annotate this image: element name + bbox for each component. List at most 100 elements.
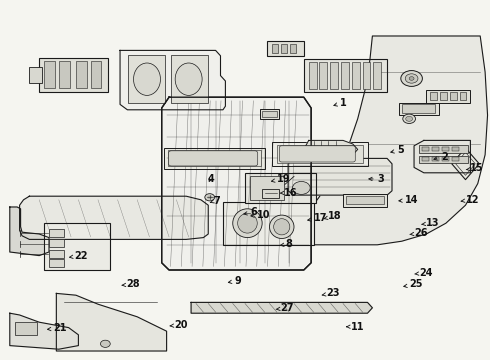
- Ellipse shape: [270, 215, 294, 239]
- Text: 6: 6: [244, 207, 257, 217]
- Text: 20: 20: [170, 320, 188, 330]
- Bar: [442, 157, 449, 161]
- Bar: [59, 61, 70, 88]
- Bar: [164, 148, 265, 169]
- Bar: [277, 145, 363, 163]
- Bar: [346, 196, 384, 204]
- Polygon shape: [452, 148, 479, 180]
- Bar: [452, 147, 459, 151]
- Text: 27: 27: [276, 303, 294, 313]
- Circle shape: [207, 195, 212, 199]
- Text: 23: 23: [322, 288, 340, 298]
- Bar: [49, 250, 64, 258]
- Text: 9: 9: [228, 276, 241, 286]
- Bar: [432, 157, 439, 161]
- Bar: [49, 239, 64, 247]
- Text: 26: 26: [410, 228, 428, 238]
- Bar: [343, 194, 387, 207]
- Bar: [319, 62, 327, 89]
- Ellipse shape: [233, 209, 262, 238]
- Bar: [128, 55, 165, 103]
- Circle shape: [406, 116, 413, 121]
- Polygon shape: [288, 158, 392, 195]
- Bar: [76, 61, 87, 88]
- Text: 10: 10: [251, 210, 270, 220]
- Bar: [39, 58, 108, 92]
- Polygon shape: [20, 196, 208, 239]
- FancyBboxPatch shape: [279, 146, 355, 162]
- Polygon shape: [120, 50, 225, 110]
- Circle shape: [100, 340, 110, 347]
- Bar: [422, 157, 429, 161]
- Polygon shape: [303, 140, 358, 157]
- Bar: [262, 111, 277, 117]
- Bar: [430, 92, 437, 100]
- Bar: [29, 67, 42, 83]
- Ellipse shape: [175, 63, 202, 95]
- Bar: [272, 44, 278, 53]
- Ellipse shape: [238, 213, 257, 233]
- Bar: [373, 62, 381, 89]
- Bar: [341, 62, 349, 89]
- Text: 21: 21: [48, 323, 67, 333]
- Circle shape: [403, 114, 416, 123]
- Text: 8: 8: [280, 239, 292, 249]
- Polygon shape: [10, 313, 78, 349]
- Bar: [363, 62, 370, 89]
- Bar: [460, 92, 466, 100]
- Text: 2: 2: [434, 152, 448, 162]
- Text: 4: 4: [207, 174, 214, 184]
- Ellipse shape: [273, 219, 290, 235]
- Bar: [440, 92, 447, 100]
- Bar: [402, 104, 435, 113]
- Text: 13: 13: [422, 218, 440, 228]
- Text: 18: 18: [324, 211, 342, 221]
- Bar: [442, 147, 449, 151]
- Polygon shape: [414, 140, 470, 173]
- Text: 28: 28: [122, 279, 140, 289]
- FancyBboxPatch shape: [169, 151, 258, 166]
- Bar: [223, 202, 314, 245]
- Text: 12: 12: [461, 195, 479, 205]
- Text: 11: 11: [346, 321, 365, 332]
- Bar: [352, 62, 360, 89]
- Polygon shape: [284, 36, 488, 245]
- Polygon shape: [56, 293, 167, 351]
- Bar: [49, 259, 64, 267]
- Bar: [452, 157, 459, 161]
- Text: 24: 24: [415, 268, 433, 278]
- Circle shape: [293, 181, 310, 194]
- Bar: [15, 322, 37, 335]
- Text: 19: 19: [271, 174, 291, 184]
- Bar: [267, 41, 304, 56]
- Bar: [250, 176, 284, 200]
- Bar: [91, 61, 101, 88]
- Circle shape: [205, 194, 215, 201]
- Bar: [245, 173, 316, 203]
- Text: 14: 14: [399, 195, 418, 205]
- Bar: [432, 147, 439, 151]
- Bar: [168, 150, 261, 166]
- Circle shape: [409, 77, 414, 80]
- Polygon shape: [162, 97, 311, 270]
- Bar: [290, 44, 296, 53]
- Text: 25: 25: [404, 279, 423, 289]
- Bar: [262, 189, 279, 198]
- Text: 22: 22: [70, 251, 88, 261]
- Ellipse shape: [133, 63, 161, 95]
- Bar: [260, 109, 279, 119]
- Circle shape: [401, 71, 422, 86]
- Text: 7: 7: [210, 195, 220, 206]
- Text: 5: 5: [391, 145, 404, 155]
- Bar: [49, 229, 64, 237]
- Bar: [44, 223, 110, 270]
- Text: 16: 16: [280, 188, 298, 198]
- Bar: [272, 142, 368, 166]
- Bar: [281, 44, 287, 53]
- Bar: [304, 59, 387, 92]
- Bar: [450, 92, 457, 100]
- Text: 3: 3: [369, 174, 384, 184]
- Bar: [309, 62, 317, 89]
- Bar: [330, 62, 338, 89]
- Bar: [426, 90, 470, 103]
